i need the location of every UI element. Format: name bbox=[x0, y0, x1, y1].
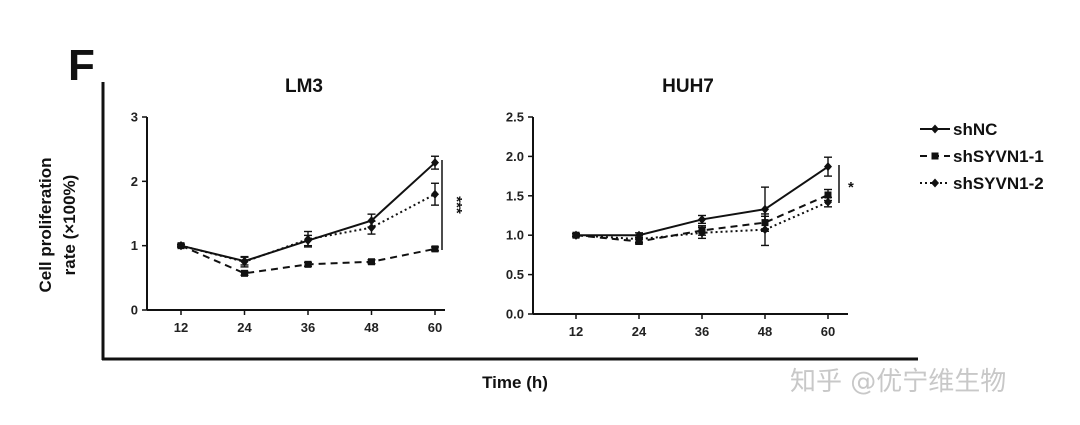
data-point bbox=[304, 234, 312, 244]
y-tick-label: 1.0 bbox=[506, 228, 524, 243]
data-point bbox=[177, 241, 185, 251]
x-tick-label: 60 bbox=[821, 324, 835, 339]
y-tick-label: 0 bbox=[131, 303, 138, 318]
y-tick-label: 2 bbox=[131, 174, 138, 189]
data-point bbox=[761, 204, 769, 214]
data-point bbox=[824, 191, 832, 199]
x-tick-label: 12 bbox=[174, 320, 188, 335]
y-axis-label: Cell proliferation rate (×100%) bbox=[36, 157, 79, 292]
legend-item: shNC bbox=[920, 120, 997, 139]
legend-marker bbox=[931, 124, 939, 134]
x-axis-label: Time (h) bbox=[482, 373, 548, 392]
chart-huh7: HUH7 0.0 0.5 1.0 1.5 2.0 2.5 12 24 36 48 60 * bbox=[506, 76, 854, 339]
series-line bbox=[180, 244, 436, 275]
data-point bbox=[635, 234, 643, 244]
data-point bbox=[761, 225, 769, 235]
data-point bbox=[698, 228, 706, 238]
significance-label: * bbox=[848, 179, 854, 196]
legend-marker bbox=[931, 152, 939, 160]
data-point bbox=[240, 257, 249, 267]
series-line bbox=[575, 194, 829, 243]
y-tick-label: 0.0 bbox=[506, 307, 524, 322]
significance-label: *** bbox=[448, 196, 465, 214]
x-tick-label: 60 bbox=[428, 320, 442, 335]
series-shsyvn1-2 bbox=[572, 196, 832, 247]
y-tick-label: 3 bbox=[131, 110, 138, 125]
data-point bbox=[431, 158, 439, 168]
legend-label: shNC bbox=[953, 120, 997, 139]
data-point bbox=[824, 162, 832, 172]
series-shsyvn1-2 bbox=[177, 182, 439, 268]
chart-title: LM3 bbox=[285, 76, 323, 97]
watermark-text: 知乎 @优宁维生物 bbox=[790, 367, 1006, 397]
x-tick-label: 36 bbox=[695, 324, 709, 339]
y-tick-label: 1 bbox=[131, 238, 138, 253]
y-axis-label-line2: rate (×100%) bbox=[60, 175, 79, 276]
legend: shNC shSYVN1-1 shSYVN1-2 bbox=[920, 120, 1044, 193]
series-line bbox=[576, 165, 829, 237]
data-point bbox=[431, 189, 439, 199]
y-tick-label: 2.5 bbox=[506, 110, 524, 125]
legend-label: shSYVN1-2 bbox=[953, 174, 1044, 193]
data-point bbox=[241, 269, 248, 277]
y-axis-label-line1: Cell proliferation bbox=[36, 157, 55, 292]
x-tick-label: 48 bbox=[364, 320, 378, 335]
data-point bbox=[368, 258, 375, 266]
series-line bbox=[180, 193, 436, 263]
y-tick-label: 1.5 bbox=[506, 188, 524, 203]
x-tick-label: 24 bbox=[237, 320, 252, 335]
x-tick-label: 36 bbox=[301, 320, 315, 335]
y-tick-label: 0.5 bbox=[506, 267, 524, 282]
legend-marker bbox=[931, 178, 939, 188]
series-shnc bbox=[177, 155, 439, 266]
data-point bbox=[431, 245, 439, 253]
x-tick-label: 24 bbox=[632, 324, 647, 339]
panel-label: F bbox=[68, 41, 95, 90]
data-point bbox=[824, 197, 832, 207]
data-point bbox=[572, 230, 580, 240]
x-tick-label: 48 bbox=[758, 324, 772, 339]
legend-item: shSYVN1-1 bbox=[920, 147, 1044, 166]
data-point bbox=[698, 214, 706, 224]
legend-label: shSYVN1-1 bbox=[953, 147, 1044, 166]
data-point bbox=[304, 260, 312, 268]
y-tick-label: 2.0 bbox=[506, 149, 524, 164]
x-tick-label: 12 bbox=[569, 324, 583, 339]
legend-item: shSYVN1-2 bbox=[920, 174, 1044, 193]
data-point bbox=[367, 223, 376, 233]
chart-title: HUH7 bbox=[662, 76, 714, 97]
